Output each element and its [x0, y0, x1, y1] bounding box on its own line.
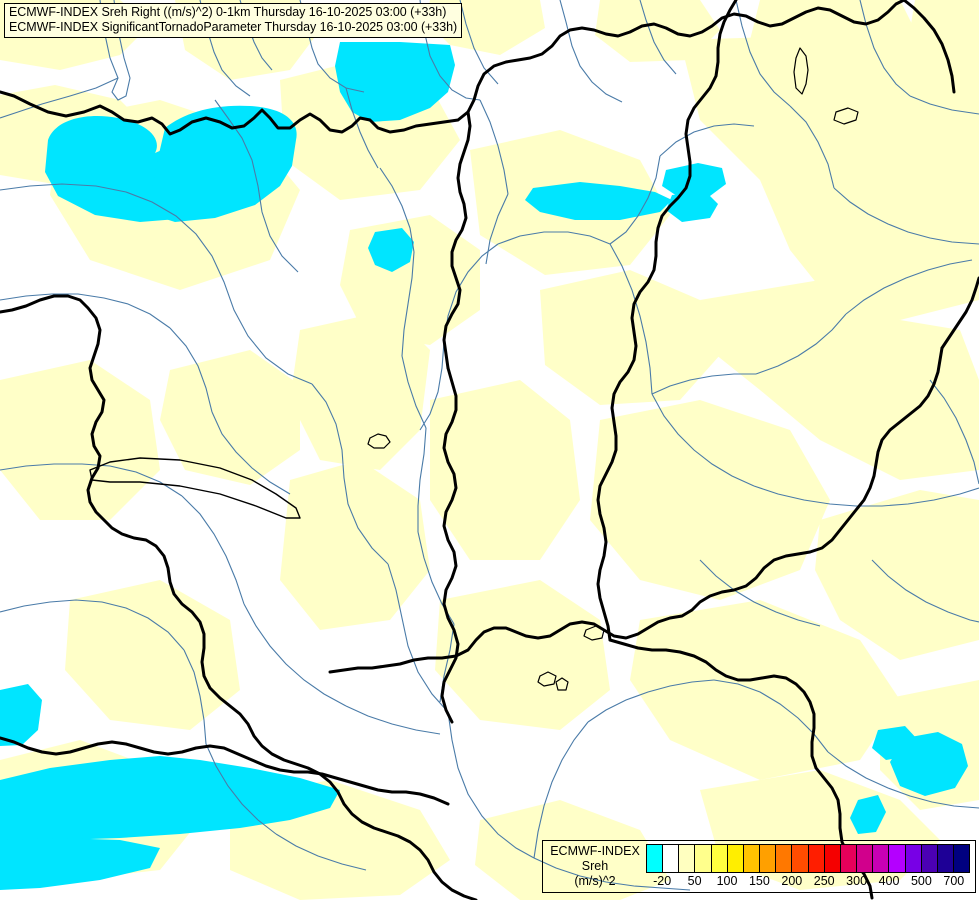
color-swatch-15 — [889, 845, 906, 872]
color-swatch-6 — [743, 845, 761, 872]
color-swatch-12 — [840, 845, 858, 872]
tick-label-3: 150 — [748, 874, 770, 888]
title-box: ECMWF-INDEX Sreh Right ((m/s)^2) 0-1km T… — [4, 3, 463, 38]
title-line-2: ECMWF-INDEX SignificantTornadoParameter … — [9, 20, 458, 34]
tick-label-9: 700 — [943, 874, 965, 888]
color-swatch-7 — [760, 845, 777, 872]
color-swatch-10 — [808, 845, 825, 872]
tick-label-2: 100 — [716, 874, 738, 888]
color-swatch-19 — [953, 845, 970, 872]
color-swatch-2 — [679, 845, 696, 872]
tick-label-5: 250 — [813, 874, 835, 888]
color-swatch-14 — [873, 845, 890, 872]
color-swatch-11 — [824, 845, 841, 872]
color-swatch-17 — [921, 845, 938, 872]
legend-units-label: (m/s)^2 — [574, 874, 616, 888]
color-swatch-9 — [792, 845, 809, 872]
color-swatch-8 — [776, 845, 793, 872]
title-line-1: ECMWF-INDEX Sreh Right ((m/s)^2) 0-1km T… — [9, 5, 447, 19]
legend-field-label: Sreh — [581, 859, 609, 873]
color-swatch-5 — [727, 845, 744, 872]
color-swatch-1 — [663, 845, 680, 872]
tick-label-1: 50 — [687, 874, 702, 888]
color-swatch-13 — [857, 845, 874, 872]
legend-box: ECMWF-INDEX Sreh (m/s)^2 -20 50 100 150 200 2… — [542, 840, 976, 893]
contour-band-cyan — [0, 42, 968, 890]
color-swatch-4 — [711, 845, 728, 872]
legend-model-label: ECMWF-INDEX — [550, 844, 640, 858]
color-swatch-0 — [647, 845, 664, 872]
color-swatch-16 — [905, 845, 922, 872]
tick-label-4: 200 — [781, 874, 803, 888]
tick-label-0: -20 — [653, 874, 672, 888]
tick-label-7: 400 — [878, 874, 900, 888]
color-swatch-3 — [695, 845, 712, 872]
legend-labels: ECMWF-INDEX Sreh (m/s)^2 — [547, 844, 643, 889]
tick-label-6: 300 — [846, 874, 868, 888]
tick-label-8: 500 — [910, 874, 932, 888]
color-scale-tick-labels: -20 50 100 150 200 250 300 400 500 700 — [646, 874, 970, 892]
color-swatch-18 — [937, 845, 954, 872]
color-scale-bar — [646, 844, 970, 873]
